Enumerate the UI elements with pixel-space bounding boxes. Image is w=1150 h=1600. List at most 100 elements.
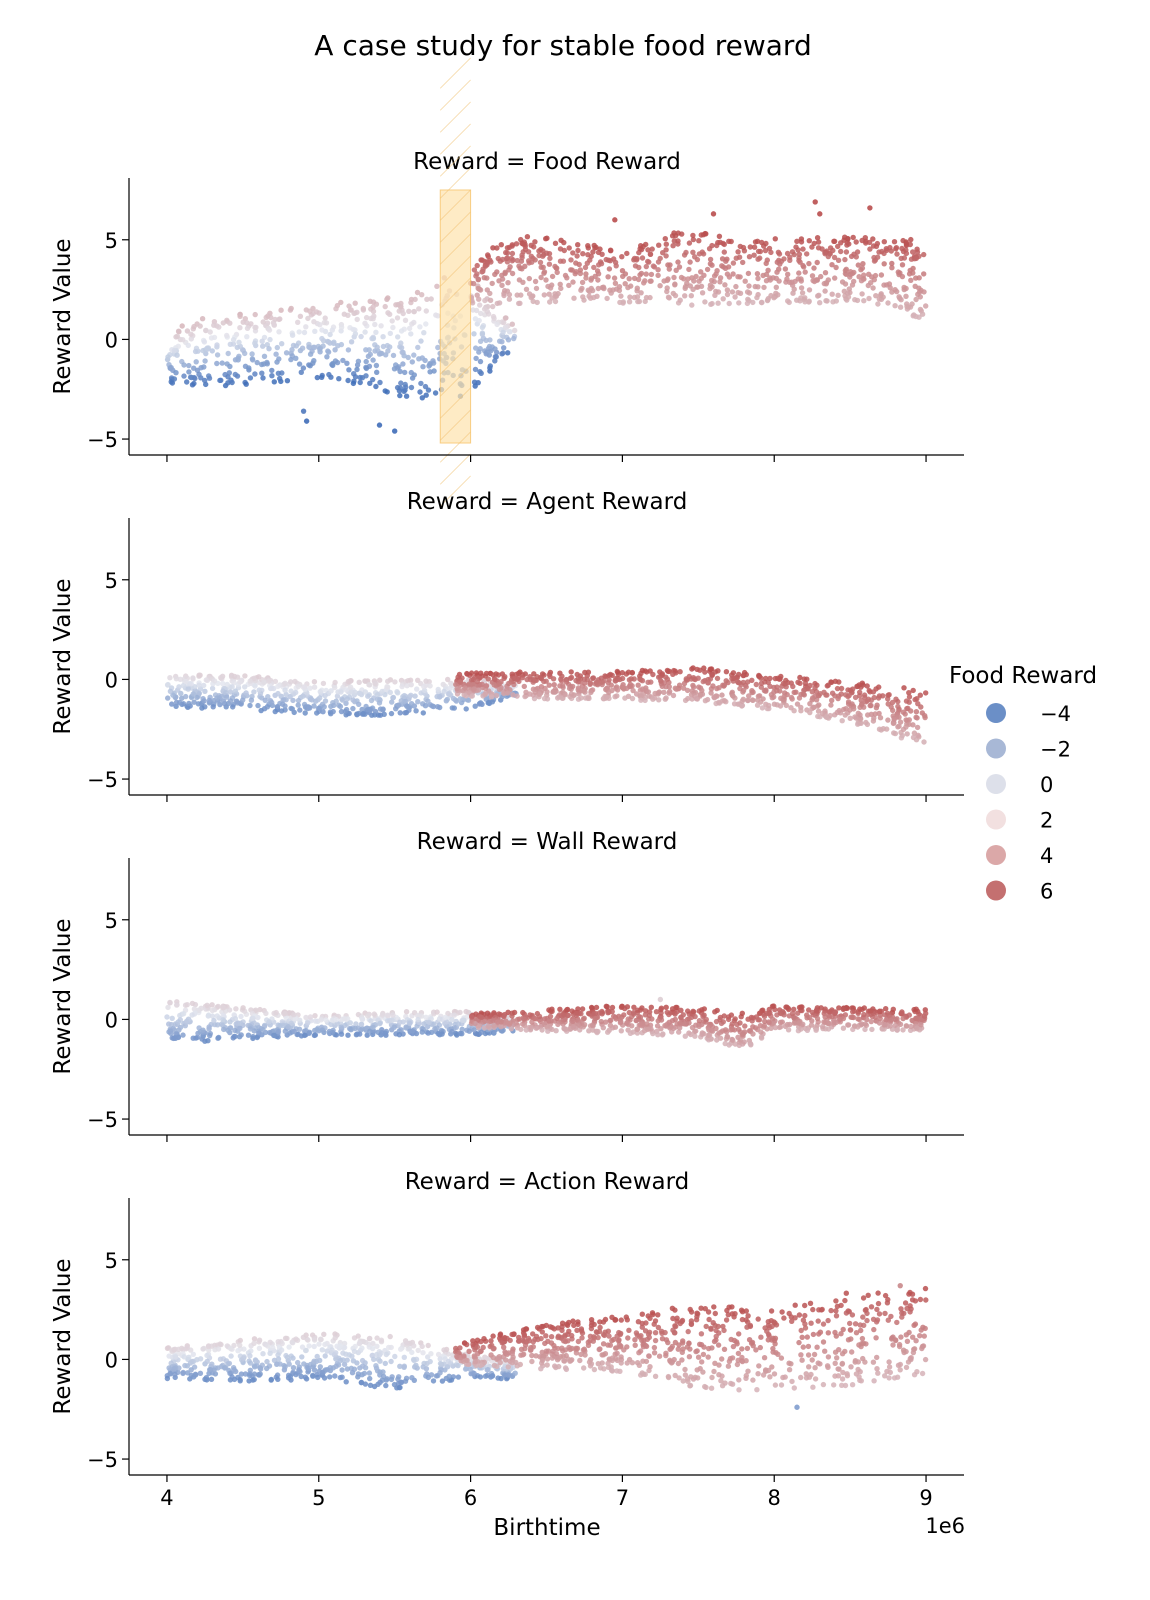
scatter-point (805, 1343, 812, 1350)
scatter-point (327, 1374, 333, 1380)
scatter-point (215, 1003, 221, 1010)
scatter-point (657, 283, 663, 289)
scatter-point (532, 689, 538, 695)
scatter-point (362, 689, 369, 695)
scatter-point (749, 677, 755, 683)
scatter-point (256, 674, 262, 680)
scatter-point (777, 1010, 783, 1016)
scatter-point (869, 274, 875, 280)
scatter-point (225, 374, 231, 380)
scatter-point-outlier (612, 217, 618, 223)
scatter-point (230, 704, 236, 710)
scatter-point (414, 686, 420, 692)
scatter-point (296, 1367, 302, 1374)
hatch-line (439, 101, 471, 133)
scatter-point (339, 697, 346, 703)
scatter-point (499, 282, 505, 288)
scatter-point (396, 702, 402, 708)
scatter-point (252, 371, 258, 377)
scatter-point (326, 1028, 333, 1035)
scatter-point (203, 677, 209, 683)
scatter-point (166, 1021, 172, 1027)
scatter-point (659, 671, 665, 677)
scatter-point (870, 689, 877, 695)
scatter-point (477, 369, 483, 375)
scatter-point (165, 1004, 171, 1011)
scatter-point (278, 1347, 285, 1353)
scatter-point (272, 678, 279, 685)
scatter-point (842, 281, 849, 287)
scatter-point (283, 350, 290, 356)
scatter-point (861, 298, 867, 304)
scatter-point (357, 379, 363, 386)
scatter-point (568, 691, 575, 697)
scatter-point (429, 703, 435, 709)
scatter-point (417, 324, 423, 330)
scatter-point (908, 1023, 914, 1030)
scatter-point (350, 326, 356, 333)
scatter-point (846, 692, 852, 699)
scatter-point (554, 269, 560, 276)
scatter-point (777, 1019, 784, 1025)
scatter-point (498, 1023, 504, 1030)
scatter-point (487, 297, 494, 303)
scatter-point (189, 1012, 195, 1018)
scatter-point (506, 291, 513, 298)
scatter-point (392, 679, 398, 685)
scatter-point (334, 1343, 340, 1349)
scatter-point (299, 1354, 305, 1360)
y-tick-label: 0 (105, 1008, 118, 1032)
scatter-point (781, 256, 787, 262)
scatter-point (317, 689, 323, 695)
scatter-point (544, 1362, 550, 1368)
scatter-point (809, 273, 816, 279)
scatter-point (453, 681, 459, 688)
scatter-point (545, 283, 551, 290)
scatter-point (639, 255, 646, 261)
scatter-point (382, 303, 388, 310)
scatter-point (420, 364, 426, 370)
scatter-point (306, 344, 312, 350)
scatter-point (348, 307, 354, 313)
scatter-point (372, 321, 378, 328)
scatter-point (472, 383, 478, 389)
scatter-point (828, 702, 834, 708)
y-tick-label: 0 (105, 328, 118, 352)
scatter-point (251, 675, 257, 681)
scatter-point (550, 676, 557, 682)
scatter-point (349, 1370, 356, 1376)
scatter-point (292, 678, 298, 685)
scatter-point (523, 286, 530, 292)
scatter-point (532, 257, 538, 263)
scatter-point (354, 366, 360, 373)
scatter-point (511, 335, 517, 342)
scatter-point (274, 704, 280, 710)
scatter-point (733, 283, 739, 290)
scatter-point (230, 1035, 236, 1041)
hatch-line (439, 167, 471, 199)
scatter-point (406, 308, 412, 314)
scatter-point (745, 270, 752, 277)
scatter-point (501, 345, 507, 351)
scatter-point (509, 242, 515, 248)
scatter-point (790, 290, 796, 296)
scatter-point (695, 675, 701, 681)
scatter-point (214, 695, 220, 701)
scatter-point (176, 684, 182, 690)
scatter-point (917, 306, 924, 313)
scatter-point (379, 688, 385, 695)
scatter-point (641, 280, 647, 286)
scatter-point (377, 712, 384, 718)
scatter-point (857, 1006, 863, 1012)
scatter-point (528, 242, 534, 248)
scatter-point (877, 1008, 883, 1014)
scatter-point (666, 684, 672, 690)
scatter-point (789, 279, 795, 285)
scatter-point (646, 1012, 653, 1018)
scatter-point (808, 1320, 814, 1326)
scatter-point (710, 683, 716, 689)
scatter-point (256, 1339, 262, 1345)
scatter-point (482, 1373, 489, 1379)
scatter-point (874, 240, 881, 247)
scatter-point (745, 1016, 751, 1022)
